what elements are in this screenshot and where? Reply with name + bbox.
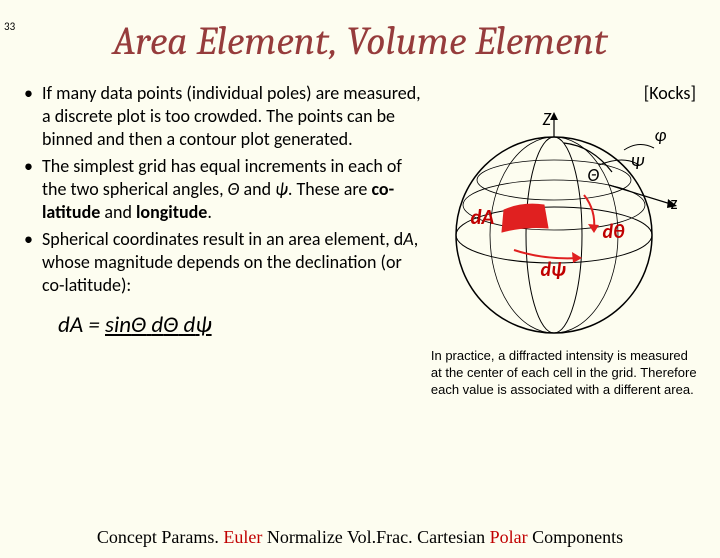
left-column: If many data points (individual poles) a… [24, 82, 427, 399]
sphere-diagram: Z φ Ψ z Θ dA dθ dψ [444, 110, 684, 340]
page-title: Area Element, Volume Element [0, 18, 720, 64]
label-dpsi: dψ [540, 258, 565, 282]
label-theta: Θ [587, 164, 599, 186]
page-number: 33 [4, 20, 15, 33]
label-z-dir: z [670, 192, 677, 214]
right-column: [Kocks] [427, 82, 702, 399]
reference-label: [Kocks] [427, 82, 696, 104]
label-phi: φ [654, 124, 666, 146]
label-psi-upper: Ψ [630, 152, 644, 174]
label-dtheta: dθ [602, 220, 624, 244]
bullet-item: If many data points (individual poles) a… [24, 82, 427, 151]
content-area: If many data points (individual poles) a… [0, 82, 720, 399]
bullet-item: Spherical coordinates result in an area … [24, 228, 427, 297]
bullet-list: If many data points (individual poles) a… [24, 82, 427, 297]
diagram-caption: In practice, a diffracted intensity is m… [427, 348, 702, 399]
footer-nav: Concept Params. Euler Normalize Vol.Frac… [0, 527, 720, 548]
bullet-item: The simplest grid has equal increments i… [24, 155, 427, 224]
area-formula: dA = sinΘ dΘ dψ [58, 311, 427, 339]
label-z-axis: Z [542, 108, 550, 130]
label-da: dA [470, 204, 494, 230]
